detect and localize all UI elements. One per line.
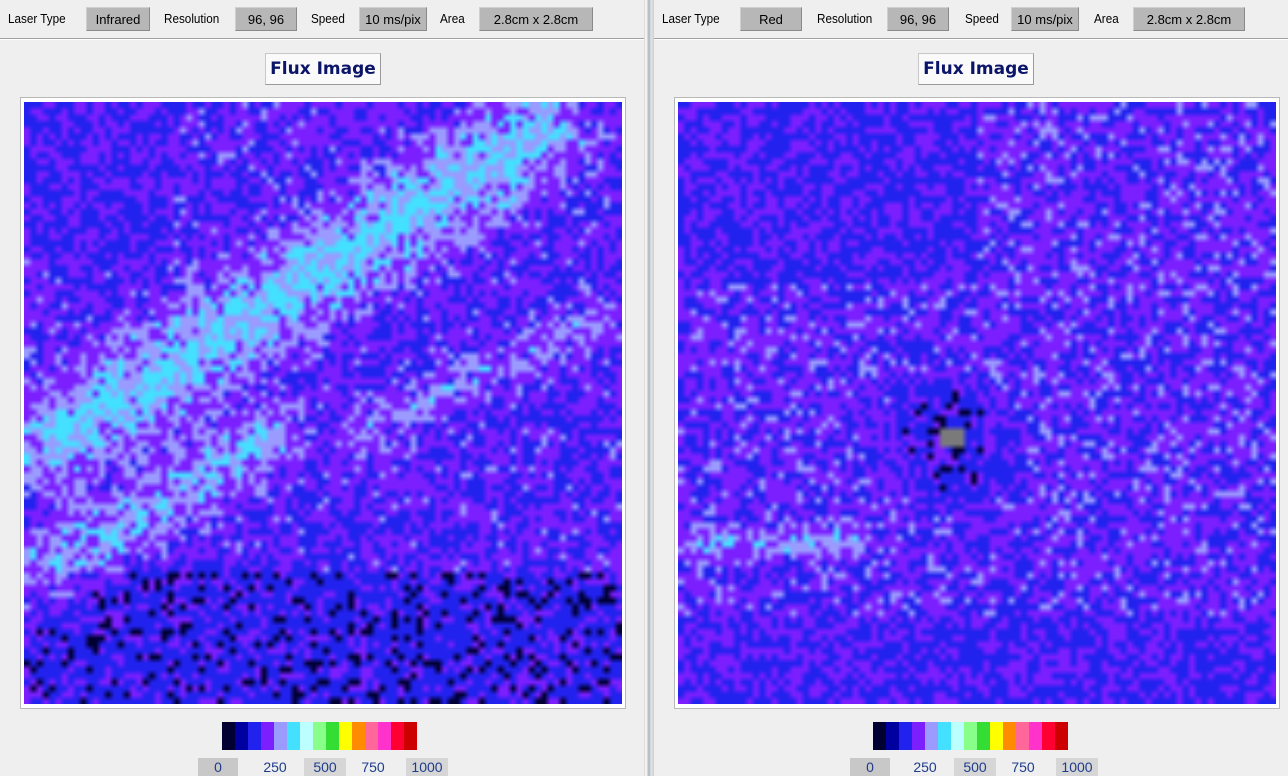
color-swatch xyxy=(873,722,886,750)
panel-splitter[interactable] xyxy=(644,0,654,776)
scale-tick-750: 750 xyxy=(361,759,385,775)
area-label: Area xyxy=(1094,11,1119,26)
flux-image-title[interactable]: Flux Image xyxy=(265,53,381,85)
color-swatch xyxy=(287,722,300,750)
right-panel: Laser Type Red Resolution 96, 96 Speed 1… xyxy=(654,0,1288,776)
area-value: 2.8cm x 2.8cm xyxy=(479,7,593,31)
color-swatch xyxy=(886,722,899,750)
area-value: 2.8cm x 2.8cm xyxy=(1133,7,1245,31)
color-scale-bar xyxy=(222,722,417,750)
color-swatch xyxy=(339,722,352,750)
laser-type-value: Red xyxy=(740,7,802,31)
color-swatch xyxy=(248,722,261,750)
color-swatch xyxy=(352,722,365,750)
color-swatch xyxy=(326,722,339,750)
left-panel: Laser Type Infrared Resolution 96, 96 Sp… xyxy=(0,0,644,776)
flux-heatmap-frame xyxy=(674,97,1280,709)
color-swatch xyxy=(313,722,326,750)
scale-tick-1000: 1000 xyxy=(1056,758,1098,776)
color-swatch xyxy=(300,722,313,750)
color-scale-bar xyxy=(873,722,1068,750)
color-swatch xyxy=(1003,722,1016,750)
speed-label: Speed xyxy=(311,11,345,26)
flux-heatmap xyxy=(24,102,622,704)
flux-heatmap-frame xyxy=(20,97,626,709)
laser-type-label: Laser Type xyxy=(662,11,720,26)
color-swatch xyxy=(990,722,1003,750)
color-swatch xyxy=(274,722,287,750)
color-swatch xyxy=(1055,722,1068,750)
speed-label: Speed xyxy=(965,11,999,26)
color-swatch xyxy=(222,722,235,750)
color-swatch xyxy=(951,722,964,750)
info-bar: Laser Type Red Resolution 96, 96 Speed 1… xyxy=(654,0,1288,39)
color-swatch xyxy=(365,722,378,750)
color-swatch xyxy=(964,722,977,750)
laser-type-value: Infrared xyxy=(86,7,150,31)
scale-tick-500: 500 xyxy=(304,758,346,776)
laser-type-label: Laser Type xyxy=(8,11,66,26)
flux-heatmap xyxy=(678,102,1276,704)
color-scale-ticks: 0 250 500 750 1000 xyxy=(198,758,458,776)
color-swatch xyxy=(1029,722,1042,750)
color-swatch xyxy=(977,722,990,750)
color-swatch xyxy=(404,722,417,750)
flux-image-title[interactable]: Flux Image xyxy=(918,53,1034,85)
scale-tick-0: 0 xyxy=(198,758,238,776)
area-label: Area xyxy=(440,11,465,26)
scale-tick-500: 500 xyxy=(954,758,996,776)
color-swatch xyxy=(378,722,391,750)
resolution-value: 96, 96 xyxy=(887,7,949,31)
resolution-value: 96, 96 xyxy=(235,7,297,31)
scale-tick-1000: 1000 xyxy=(406,758,448,776)
color-swatch xyxy=(1042,722,1055,750)
color-swatch xyxy=(1016,722,1029,750)
speed-value: 10 ms/pix xyxy=(359,7,427,31)
color-swatch xyxy=(391,722,404,750)
scale-tick-0: 0 xyxy=(850,758,890,776)
scale-tick-250: 250 xyxy=(263,759,287,775)
info-bar: Laser Type Infrared Resolution 96, 96 Sp… xyxy=(0,0,644,39)
color-swatch xyxy=(235,722,248,750)
color-swatch xyxy=(938,722,951,750)
color-swatch xyxy=(261,722,274,750)
resolution-label: Resolution xyxy=(164,11,220,26)
color-swatch xyxy=(899,722,912,750)
resolution-label: Resolution xyxy=(817,11,873,26)
color-swatch xyxy=(912,722,925,750)
color-scale-ticks: 0 250 500 750 1000 xyxy=(850,758,1110,776)
speed-value: 10 ms/pix xyxy=(1011,7,1079,31)
color-swatch xyxy=(925,722,938,750)
scale-tick-250: 250 xyxy=(913,759,937,775)
scale-tick-750: 750 xyxy=(1011,759,1035,775)
